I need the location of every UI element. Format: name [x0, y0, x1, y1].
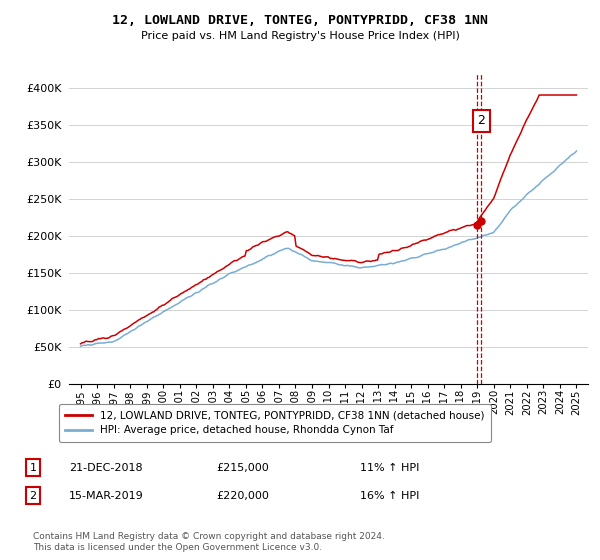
Text: Contains HM Land Registry data © Crown copyright and database right 2024.
This d: Contains HM Land Registry data © Crown c…	[33, 532, 385, 552]
Text: 16% ↑ HPI: 16% ↑ HPI	[360, 491, 419, 501]
Text: 1: 1	[29, 463, 37, 473]
Legend: 12, LOWLAND DRIVE, TONTEG, PONTYPRIDD, CF38 1NN (detached house), HPI: Average p: 12, LOWLAND DRIVE, TONTEG, PONTYPRIDD, C…	[59, 404, 491, 442]
Text: 12, LOWLAND DRIVE, TONTEG, PONTYPRIDD, CF38 1NN: 12, LOWLAND DRIVE, TONTEG, PONTYPRIDD, C…	[112, 14, 488, 27]
Text: £220,000: £220,000	[216, 491, 269, 501]
Text: 2: 2	[29, 491, 37, 501]
Text: 11% ↑ HPI: 11% ↑ HPI	[360, 463, 419, 473]
Text: 2: 2	[478, 114, 485, 128]
Text: Price paid vs. HM Land Registry's House Price Index (HPI): Price paid vs. HM Land Registry's House …	[140, 31, 460, 41]
Text: 15-MAR-2019: 15-MAR-2019	[69, 491, 144, 501]
Text: £215,000: £215,000	[216, 463, 269, 473]
Text: 21-DEC-2018: 21-DEC-2018	[69, 463, 143, 473]
